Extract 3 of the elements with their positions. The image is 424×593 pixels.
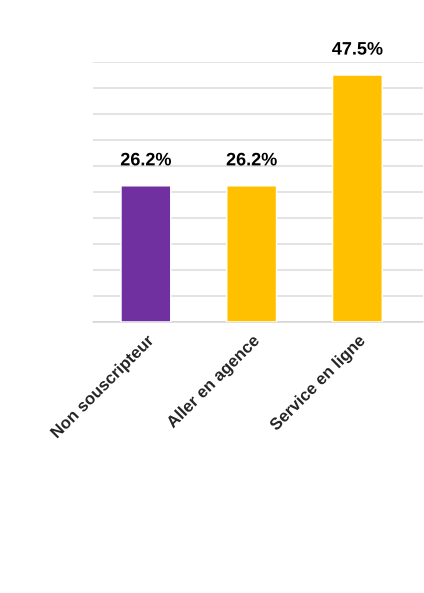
data-label: 47.5% — [332, 42, 383, 55]
data-label: 26.2% — [226, 152, 277, 166]
data-label: 26.2% — [120, 152, 172, 166]
